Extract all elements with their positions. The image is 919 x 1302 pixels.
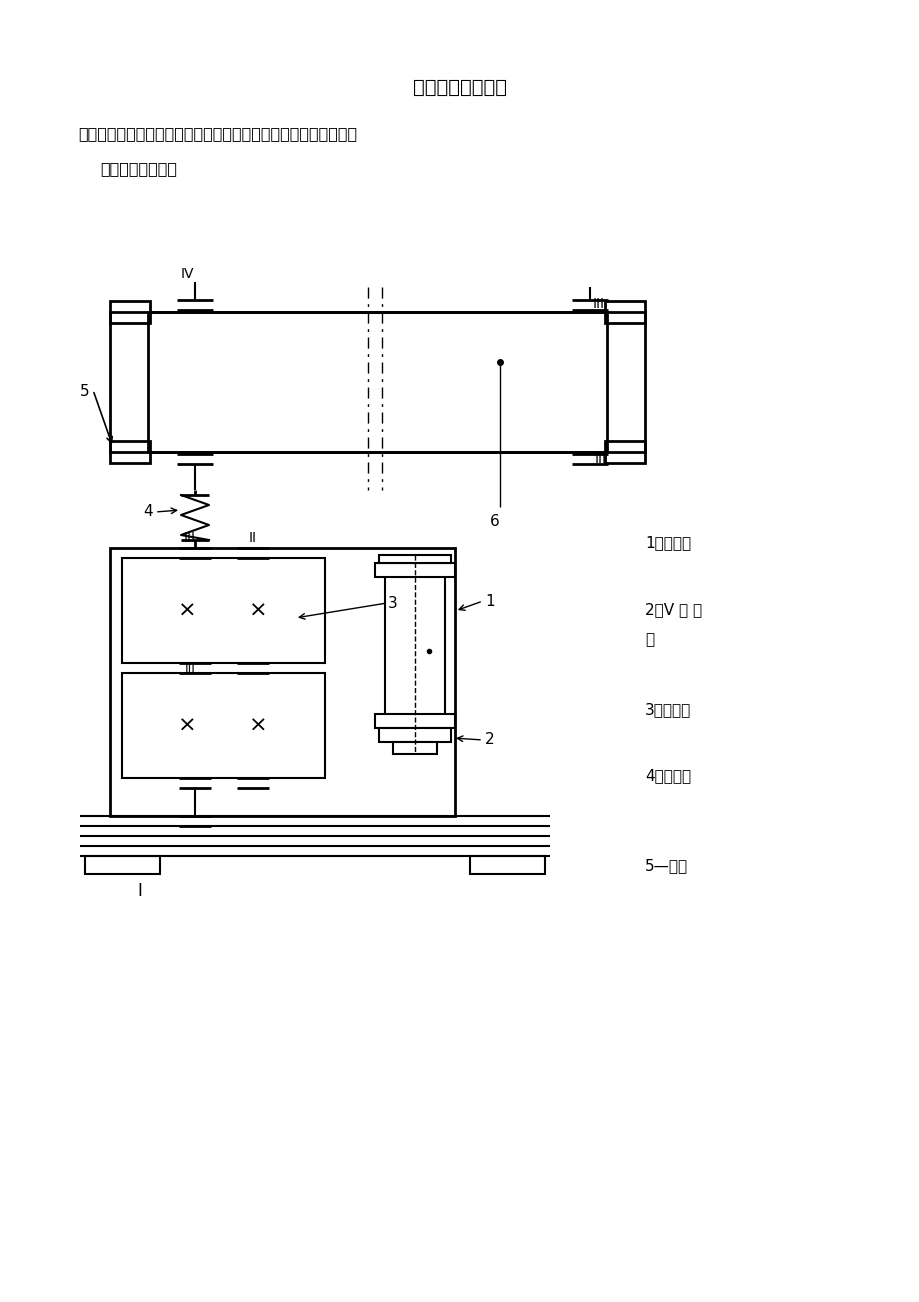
Text: 6: 6 <box>490 514 499 530</box>
Text: 1: 1 <box>484 594 494 608</box>
Bar <box>392 742 437 754</box>
Bar <box>122 673 324 779</box>
Text: 器）方案图如下：: 器）方案图如下： <box>100 161 176 177</box>
Text: ×: × <box>177 716 196 736</box>
Text: III: III <box>595 452 607 466</box>
Text: 动: 动 <box>644 633 653 647</box>
Text: 2: 2 <box>484 733 494 747</box>
Text: 4: 4 <box>143 504 153 519</box>
Bar <box>122 559 324 663</box>
Bar <box>110 441 150 464</box>
Text: III: III <box>185 661 195 674</box>
Bar <box>110 548 455 816</box>
Bar <box>85 855 160 874</box>
Text: 5: 5 <box>80 384 90 400</box>
Bar <box>605 301 644 323</box>
Text: 2一V 带 传: 2一V 带 传 <box>644 603 701 617</box>
Text: 1一电动机: 1一电动机 <box>644 535 690 551</box>
Text: ×: × <box>248 600 267 621</box>
Bar <box>148 312 607 452</box>
Bar <box>470 855 544 874</box>
Bar <box>110 301 150 323</box>
Text: ×: × <box>177 600 196 621</box>
Bar <box>110 312 644 452</box>
Text: IV: IV <box>180 267 194 281</box>
Text: 4一联轴器: 4一联轴器 <box>644 768 690 784</box>
Bar <box>379 728 450 742</box>
Text: 3: 3 <box>388 595 397 611</box>
Text: ×: × <box>248 716 267 736</box>
Text: 5—鼓轮: 5—鼓轮 <box>644 858 687 874</box>
Text: I: I <box>138 881 142 900</box>
Text: II: II <box>249 531 256 546</box>
Text: 题目：设计一带式输送机的传动装置（两级同轴式圆柱斜齿轮减速: 题目：设计一带式输送机的传动装置（两级同轴式圆柱斜齿轮减速 <box>78 126 357 142</box>
Bar <box>384 562 445 728</box>
Text: III: III <box>593 297 605 311</box>
Text: 3一减速器: 3一减速器 <box>644 703 690 717</box>
Text: 机械设计课程设计: 机械设计课程设计 <box>413 78 506 96</box>
Text: III: III <box>184 531 196 546</box>
Bar <box>379 555 450 562</box>
Bar <box>375 713 455 728</box>
Bar <box>375 562 455 577</box>
Bar <box>605 441 644 464</box>
